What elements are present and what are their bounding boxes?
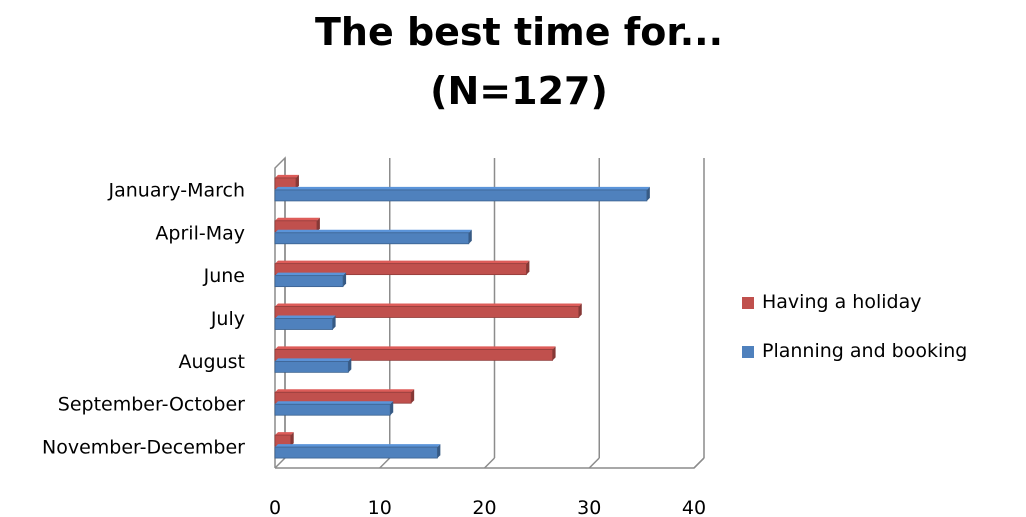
gridline-floor [379, 457, 391, 469]
bar-top-face [275, 358, 352, 362]
bar-end-face [290, 432, 294, 447]
bar [274, 272, 347, 288]
bar-front-face [274, 348, 553, 361]
legend: Having a holiday Planning and booking [742, 291, 967, 362]
bar-end-face [390, 401, 394, 416]
bar [274, 444, 441, 459]
legend-label: Planning and booking [762, 340, 967, 362]
x-tick-label: 40 [682, 497, 706, 517]
bar [274, 401, 394, 416]
bar-top-face [275, 303, 582, 307]
bar-top-face [275, 432, 294, 436]
bar [274, 389, 415, 404]
chart-subtitle: (N=127) [430, 69, 608, 113]
bar-top-face [275, 346, 556, 350]
legend-swatch [742, 297, 754, 309]
bar [274, 186, 650, 202]
bar-end-face [646, 186, 650, 201]
gridline-floor [274, 457, 286, 469]
x-tick-label: 0 [269, 497, 281, 517]
bar-end-face [552, 346, 556, 361]
category-label: July [210, 308, 245, 330]
bar-end-face [343, 272, 347, 287]
bar-end-face [437, 444, 441, 459]
bar-top-face [275, 389, 415, 393]
category-label: April-May [155, 222, 245, 244]
bar-front-face [274, 306, 580, 318]
bar-end-face [578, 303, 582, 318]
bar [274, 260, 530, 276]
bar-end-face [332, 315, 336, 330]
bar [274, 174, 299, 190]
x-tick-label: 10 [368, 497, 392, 517]
x-tick-label: 20 [472, 497, 496, 517]
plot-area: 0 10 20 30 40 January-March April-May June July A… [42, 156, 706, 517]
bar-front-face [274, 189, 648, 202]
bar-front-face [274, 232, 470, 245]
gridline-floor [483, 457, 496, 469]
bar-front-face [274, 263, 527, 276]
bar [274, 432, 294, 447]
legend-label: Having a holiday [762, 291, 921, 313]
bar-end-face [295, 174, 299, 189]
gridline-floor [693, 457, 705, 469]
bar-end-face [348, 358, 352, 373]
bar-front-face [274, 275, 344, 288]
category-label: November-December [42, 437, 245, 459]
bar [274, 217, 320, 233]
bar [274, 346, 556, 361]
category-label: June [203, 265, 245, 287]
bar [274, 303, 582, 318]
bar-top-face [275, 401, 394, 405]
bar-top-face [275, 260, 530, 264]
bar-front-face [274, 360, 349, 373]
bar [274, 358, 352, 373]
bar-top-face [275, 186, 650, 190]
bar-top-face [275, 444, 441, 448]
chart-title: The best time for... [315, 10, 723, 54]
bar-front-face [274, 446, 438, 459]
bar-end-face [526, 260, 530, 275]
bar-end-face [316, 217, 320, 232]
bar-top-face [275, 229, 472, 233]
bar [274, 229, 472, 245]
bar-front-face [274, 403, 391, 416]
bar-top-face [275, 174, 299, 178]
gridline-floor [588, 457, 600, 469]
x-tick-label: 30 [577, 497, 601, 517]
bar-end-face [468, 229, 472, 244]
bar-end-face [411, 389, 415, 404]
category-label: August [179, 351, 246, 373]
legend-swatch [742, 346, 754, 358]
bar-top-face [275, 315, 336, 319]
category-label: September-October [58, 394, 245, 416]
bar-top-face [275, 272, 347, 276]
bar-top-face [275, 217, 320, 221]
bar-front-face [274, 318, 334, 330]
bar [274, 315, 336, 330]
category-label: January-March [108, 179, 245, 201]
